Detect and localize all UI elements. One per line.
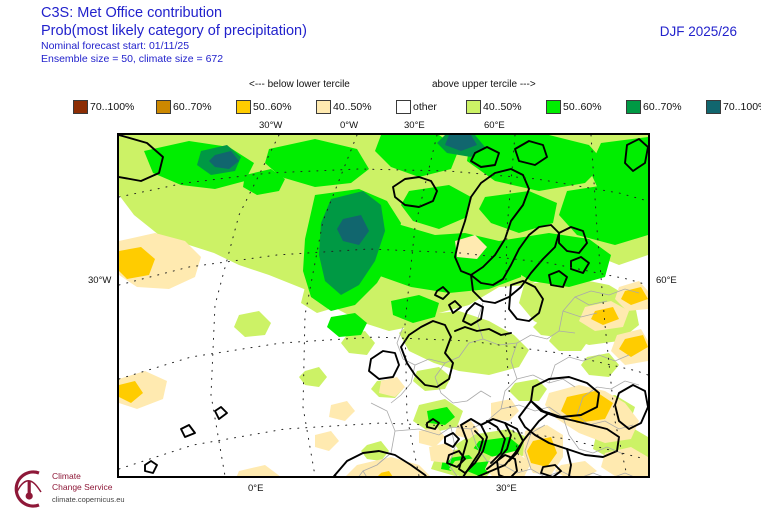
header-block: C3S: Met Office contribution Prob(most l… xyxy=(41,4,307,66)
legend-swatch-icon xyxy=(706,99,721,114)
legend-swatch-icon xyxy=(546,99,561,114)
legend-entry-label: 70..100% xyxy=(723,100,761,113)
axis-tick-top-30e: 30°E xyxy=(404,120,425,131)
copernicus-logo-block: Climate Change Service climate.copernicu… xyxy=(8,466,138,514)
logo-line-change-service: Change Service xyxy=(52,481,113,492)
axis-tick-bottom-0e: 0°E xyxy=(248,483,264,494)
legend-caption-below-tercile: <--- below lower tercile xyxy=(249,79,350,90)
legend-captions: <--- below lower tercile above upper ter… xyxy=(0,79,761,93)
legend-entry-wet-40-50: 40..50% xyxy=(466,99,522,114)
graticule xyxy=(119,135,648,476)
axis-tick-right-60e: 60°E xyxy=(656,275,677,286)
legend-entry-wet-60-70: 60..70% xyxy=(626,99,682,114)
axis-tick-top-0w: 0°W xyxy=(340,120,359,131)
page-title: C3S: Met Office contribution xyxy=(41,5,223,21)
page-subtitle: Prob(most likely category of precipitati… xyxy=(41,23,307,39)
coastlines xyxy=(119,135,648,476)
legend-entry-label: 60..70% xyxy=(173,100,212,113)
legend-swatch-icon xyxy=(73,99,88,114)
legend-entry-label: 50..60% xyxy=(563,100,602,113)
legend-swatch-icon xyxy=(626,99,641,114)
logo-line-climate: Climate xyxy=(52,471,81,481)
legend-entry-label: other xyxy=(413,100,437,113)
wet-anomaly-shading xyxy=(119,135,648,476)
legend-entry-label: 50..60% xyxy=(253,100,292,113)
legend-entry-dry-50-60: 50..60% xyxy=(236,99,292,114)
legend-swatch-icon xyxy=(316,99,331,114)
legend-entry-dry-70-100: 70..100% xyxy=(73,99,134,114)
legend-swatch-icon xyxy=(156,99,171,114)
axis-tick-top-60e: 60°E xyxy=(484,120,505,131)
climate-change-service-logo-icon xyxy=(14,470,42,508)
ensemble-size-label: Ensemble size = 50, climate size = 672 xyxy=(41,53,224,65)
legend-entry-label: 60..70% xyxy=(643,100,682,113)
axis-tick-left-30w: 30°W xyxy=(88,275,112,286)
map-canvas xyxy=(119,135,648,476)
legend-entry-wet-70-100: 70..100% xyxy=(706,99,761,114)
forecast-period-label: DJF 2025/26 xyxy=(659,24,737,39)
legend-swatch-icon xyxy=(466,99,481,114)
legend-caption-above-tercile: above upper tercile ---> xyxy=(432,79,536,90)
axis-tick-bottom-30e: 30°E xyxy=(496,483,517,494)
legend-entry-label: 40..50% xyxy=(333,100,372,113)
legend-entry-dry-40-50: 40..50% xyxy=(316,99,372,114)
forecast-start-label: Nominal forecast start: 01/11/25 xyxy=(41,40,190,52)
legend-swatch-icon xyxy=(396,99,411,114)
logo-website-url: climate.copernicus.eu xyxy=(52,495,125,504)
axis-tick-top-30w: 30°W xyxy=(259,120,283,131)
legend-entry-label: 40..50% xyxy=(483,100,522,113)
legend-swatch-icon xyxy=(236,99,251,114)
legend-row: 70..100% 60..70% 50..60% 40..50% other 4… xyxy=(0,99,761,117)
logo-text-block: Climate Change Service climate.copernicu… xyxy=(52,471,125,505)
legend-entry-other: other xyxy=(396,99,437,114)
legend-entry-dry-60-70: 60..70% xyxy=(156,99,212,114)
legend-entry-label: 70..100% xyxy=(90,100,135,113)
legend-entry-wet-50-60: 50..60% xyxy=(546,99,602,114)
forecast-map[interactable] xyxy=(117,133,650,478)
